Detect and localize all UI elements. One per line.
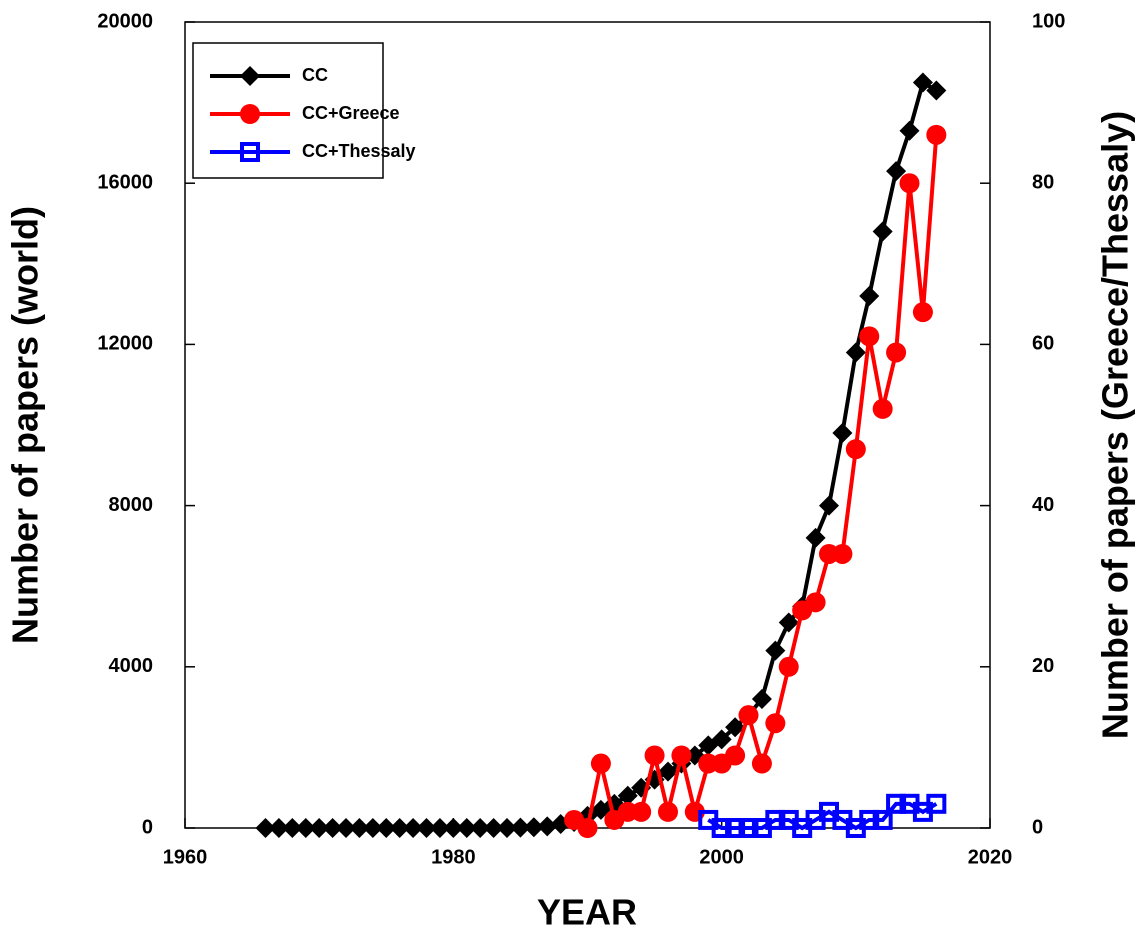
marker: [872, 221, 893, 242]
marker: [859, 326, 880, 347]
legend-label: CC+Thessaly: [302, 141, 416, 161]
marker: [590, 753, 611, 774]
marker: [456, 818, 477, 838]
marker: [416, 818, 437, 838]
marker: [240, 66, 260, 86]
marker: [268, 818, 289, 838]
marker: [886, 793, 907, 814]
marker: [912, 302, 933, 323]
marker: [483, 818, 504, 838]
marker: [751, 689, 772, 710]
marker: [644, 745, 665, 766]
marker: [658, 801, 678, 822]
marker: [819, 495, 839, 516]
marker: [805, 592, 826, 613]
series: [698, 793, 947, 838]
marker: [671, 745, 692, 766]
y-tick-label: 8000: [109, 494, 154, 516]
marker: [832, 423, 853, 444]
marker: [497, 818, 517, 838]
y2-tick-label: 0: [1032, 816, 1043, 838]
series-line: [265, 79, 938, 830]
marker: [510, 817, 531, 838]
marker: [631, 801, 652, 822]
marker: [725, 745, 746, 766]
marker: [577, 818, 598, 838]
y-tick-label: 20000: [97, 10, 153, 32]
marker: [658, 761, 678, 782]
marker: [711, 729, 732, 750]
y2-axis-label: Number of papers (Greece/Thessaly): [1095, 111, 1136, 739]
y2-tick-label: 20: [1032, 655, 1054, 677]
marker: [899, 173, 920, 194]
y-axis-label: Number of papers (world): [5, 206, 46, 644]
marker: [255, 818, 276, 838]
y-tick-label: 4000: [109, 655, 154, 677]
marker: [349, 818, 370, 838]
y2-tick-label: 100: [1032, 10, 1065, 32]
marker: [362, 818, 383, 838]
marker: [926, 793, 947, 814]
marker: [523, 817, 544, 838]
marker: [429, 818, 450, 838]
marker: [886, 161, 907, 182]
y-tick-label: 12000: [97, 333, 153, 355]
series: [564, 124, 947, 838]
x-tick-label: 1960: [163, 846, 208, 868]
marker: [859, 809, 880, 830]
marker: [832, 543, 853, 564]
y-tick-label: 16000: [97, 171, 153, 193]
marker: [805, 527, 826, 548]
marker: [765, 713, 786, 734]
legend-label: CC: [302, 65, 328, 85]
marker: [872, 809, 893, 830]
x-axis-label: YEAR: [537, 892, 637, 933]
marker: [778, 612, 799, 633]
marker: [765, 640, 786, 661]
x-tick-label: 1980: [431, 846, 476, 868]
marker: [899, 120, 920, 141]
marker: [240, 142, 260, 162]
marker: [537, 816, 558, 837]
marker: [443, 818, 464, 838]
marker: [872, 398, 893, 419]
marker: [778, 656, 799, 677]
marker: [711, 818, 732, 838]
marker: [845, 439, 866, 460]
x-tick-label: 2000: [699, 846, 744, 868]
marker: [470, 818, 491, 838]
marker: [751, 753, 772, 774]
marker: [240, 104, 260, 124]
y2-tick-label: 80: [1032, 171, 1054, 193]
marker: [389, 818, 410, 838]
series: [255, 72, 947, 838]
marker: [926, 80, 947, 101]
marker: [738, 818, 759, 838]
marker: [845, 342, 866, 363]
marker: [886, 342, 907, 363]
marker: [403, 818, 424, 838]
marker: [725, 818, 746, 838]
legend-box: [192, 42, 384, 179]
marker: [282, 818, 303, 838]
y-tick-label: 0: [142, 816, 153, 838]
marker: [725, 717, 746, 738]
marker: [926, 124, 947, 145]
marker: [912, 72, 933, 93]
marker: [738, 705, 759, 726]
marker: [322, 818, 343, 838]
marker: [295, 818, 316, 838]
marker: [336, 818, 356, 838]
marker: [376, 818, 397, 838]
y2-tick-label: 40: [1032, 494, 1054, 516]
y2-tick-label: 60: [1032, 333, 1054, 355]
marker: [859, 286, 880, 307]
marker: [309, 818, 330, 838]
x-tick-label: 2020: [968, 846, 1013, 868]
legend-label: CC+Greece: [302, 103, 400, 123]
marker: [617, 785, 638, 806]
legend: CC CC+Greece CC+Thessaly: [192, 42, 416, 179]
marker: [765, 809, 786, 830]
